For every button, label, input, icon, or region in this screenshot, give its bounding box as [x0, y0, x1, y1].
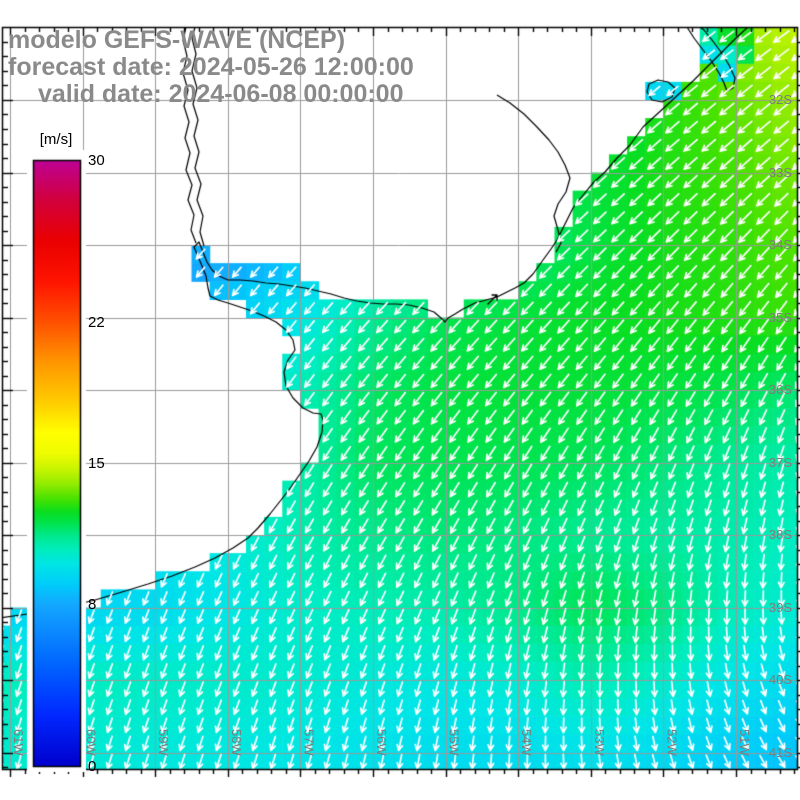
colorbar-unit-label: [m/s]: [39, 131, 73, 148]
